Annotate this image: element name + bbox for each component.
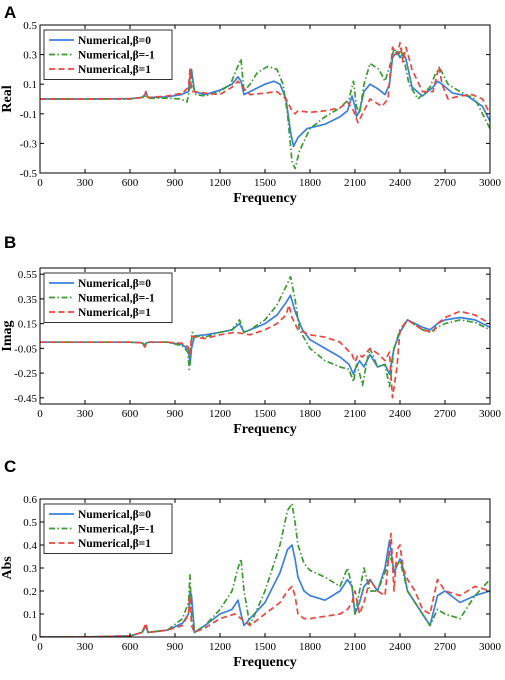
panel-a-chart: 0 300 600 900 1200 1500 1800 2100 2400 2700 3000 -0… [0,20,502,206]
panel-c-y-tick-label: 0.4 [23,540,37,552]
panel-b-y-tick-label: 0.55 [18,269,38,281]
panel-a-x-tick-label: 2400 [389,177,412,189]
panel-c-y-axis-label: Abs [0,556,15,580]
panel-b-series-group [40,275,490,399]
panel-c-x-tick-label: 2400 [389,641,412,653]
panel-c-x-axis-label: Frequency [233,655,297,670]
panel-c-y-tick-label: 0 [32,632,38,644]
panel-a-x-tick-label: 300 [77,177,94,189]
panel-b-x-axis-label: Frequency [233,422,297,437]
panel-b-y-axis-label: Imag [0,320,15,351]
panel-c-y-tick-label: 0.6 [23,494,37,506]
panel-c-chart: 0 300 600 900 1200 1500 1800 2100 2400 2700 3000 0 0… [0,494,502,670]
panel-a-y-tick-label: -0.5 [20,168,38,180]
panel-b-y-tick-label: -0.05 [14,343,37,355]
panel-b-x-tick-label: 600 [122,408,139,420]
panel-b-letter: B [4,233,16,252]
panel-a-y-tick-label: -0.1 [20,109,37,121]
panel-b-legend: Numerical,β=0 Numerical,β=-1 Numerical,β=1 [43,272,173,323]
panel-b-x-tick-label: 2400 [389,408,412,420]
panel-a-legend: Numerical,β=0 Numerical,β=-1 Numerical,β=1 [43,29,173,80]
panel-c-x-tick-label: 1200 [209,641,232,653]
panel-a-x-tick-label: 1200 [209,177,232,189]
panel-b-x-tick-label: 300 [77,408,94,420]
panel-b-legend-entry-beta0: Numerical,β=0 [78,278,151,290]
panel-c-legend-entry-betaNeg1: Numerical,β=-1 [78,524,155,536]
panel-a-x-axis-label: Frequency [233,191,297,206]
panel-a-y-tick-label: 0.3 [23,50,37,62]
panel-b-y-tick-label: -0.45 [14,393,37,405]
panel-c-legend-entry-beta1: Numerical,β=1 [78,538,151,550]
panel-c-x-tick-label: 2700 [434,641,457,653]
panel-c-letter: C [4,457,16,476]
panel-a-x-tick-label: 600 [122,177,139,189]
panel-a-series-beta0-line [40,50,490,148]
panel-a-y-tick-label: -0.3 [20,138,38,150]
panel-a-series-beta1-line [40,41,490,124]
panel-c-series-beta1-line [40,532,490,637]
panel-a-y-tick-label: 0.5 [23,20,37,32]
panel-c-legend-entry-beta0: Numerical,β=0 [78,509,151,521]
panel-c-x-tick-label: 2100 [344,641,367,653]
panel-c-x-tick-label: 0 [37,641,43,653]
panel-b-chart: 0 300 600 900 1200 1500 1800 2100 2400 2700 3000 -0… [0,267,502,437]
panel-a-x-tick-label: 3000 [479,177,502,189]
panel-b-x-tick-label: 1500 [254,408,277,420]
panel-c-legend: Numerical,β=0 Numerical,β=-1 Numerical,β=1 [43,503,173,554]
panel-b-y-tick-label: -0.25 [14,368,37,380]
panel-b-x-tick-label: 0 [37,408,43,420]
panel-a-legend-entry-beta0: Numerical,β=0 [78,35,151,47]
panel-c-x-tick-label: 1500 [254,641,277,653]
panel-a-legend-entry-beta1: Numerical,β=1 [78,64,151,76]
panel-a-x-tick-label: 1500 [254,177,277,189]
panel-b-x-tick-label: 2100 [344,408,367,420]
panel-c-x-tick-label: 3000 [479,641,502,653]
panel-c-y-tick-label: 0.1 [23,609,37,621]
panel-b-x-tick-label: 3000 [479,408,502,420]
panel-a-series-betaNeg1-line [40,47,490,170]
panel-b-y-tick-label: 0.15 [18,319,38,331]
panel-a-y-axis-label: Real [0,85,15,112]
panel-a-y-tick-label: 0.1 [23,79,37,91]
panel-a-x-tick-label: 1800 [299,177,322,189]
panel-c-series-group [40,502,490,637]
panel-c-y-tick-label: 0.5 [23,517,37,529]
panel-b-legend-entry-beta1: Numerical,β=1 [78,307,151,319]
panel-b-x-tick-label: 900 [167,408,184,420]
panel-c-x-tick-label: 1800 [299,641,322,653]
panel-c-x-tick-label: 900 [167,641,184,653]
panel-a-x-tick-label: 0 [37,177,43,189]
panel-b-x-tick-label: 1800 [299,408,322,420]
panel-b-series-beta1-line [40,304,490,399]
panel-a-series-group [40,41,490,170]
panel-a-x-tick-label: 900 [167,177,184,189]
panel-c-x-tick-label: 300 [77,641,94,653]
panel-c-series-betaNeg1-line [40,502,490,637]
panel-a-x-tick-label: 2100 [344,177,367,189]
panel-b-x-tick-label: 2700 [434,408,457,420]
panel-c-y-tick-label: 0.3 [23,563,37,575]
panel-c-y-tick-label: 0.2 [23,586,37,598]
panel-b-x-tick-label: 1200 [209,408,232,420]
panel-a-letter: A [4,3,16,22]
panel-b-legend-entry-betaNeg1: Numerical,β=-1 [78,293,155,305]
panel-c-x-tick-label: 600 [122,641,139,653]
panel-b-y-tick-label: 0.35 [18,294,38,306]
panel-a-x-tick-label: 2700 [434,177,457,189]
panel-a-legend-entry-betaNeg1: Numerical,β=-1 [78,50,155,62]
